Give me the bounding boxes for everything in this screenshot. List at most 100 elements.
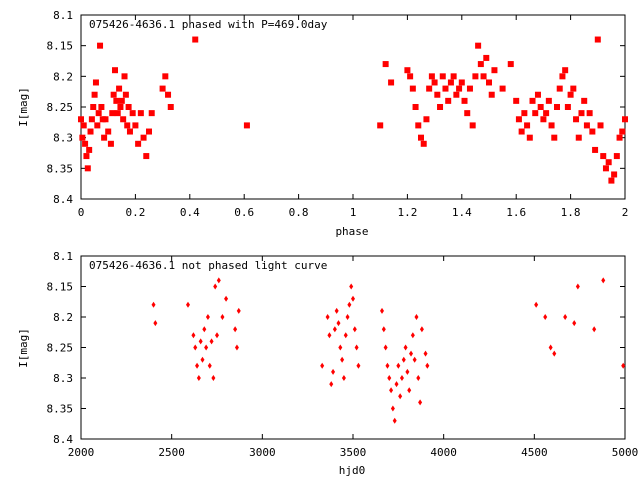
phased-data-point xyxy=(439,73,446,80)
phased-data-point xyxy=(94,122,101,129)
phased-data-point xyxy=(475,42,482,49)
phased-data-point xyxy=(600,153,607,160)
phased-data-point xyxy=(426,85,433,92)
unphased-data-point xyxy=(399,375,404,381)
phased-y-tick-label: 8.35 xyxy=(47,162,74,175)
phased-data-point xyxy=(602,165,609,172)
phased-data-point xyxy=(120,116,127,123)
unphased-data-point xyxy=(381,326,386,333)
unphased-data-point xyxy=(151,301,156,308)
phased-data-point xyxy=(499,85,506,92)
phased-data-point xyxy=(423,116,430,123)
unphased-data-point xyxy=(233,326,238,333)
unphased-data-point xyxy=(195,362,200,369)
unphased-data-point xyxy=(325,314,330,320)
phased-data-point xyxy=(453,91,460,98)
phased-data-point xyxy=(573,116,580,123)
phased-data-point xyxy=(434,91,441,98)
phased-y-tick-label: 8.2 xyxy=(53,70,73,83)
phased-data-point xyxy=(113,97,120,104)
unphased-data-point xyxy=(200,356,205,363)
unphased-y-tick-label: 8.15 xyxy=(47,281,74,294)
phased-data-point xyxy=(382,61,389,68)
unphased-data-point xyxy=(338,344,343,351)
unphased-x-tick-label: 3500 xyxy=(340,446,367,459)
phased-data-point xyxy=(518,128,525,135)
phased-x-tick-label: 1.8 xyxy=(561,206,581,219)
phased-data-point xyxy=(559,73,566,80)
phased-y-tick-label: 8.25 xyxy=(47,101,74,114)
phased-y-tick-label: 8.15 xyxy=(47,40,74,53)
phased-data-point xyxy=(575,134,582,141)
phased-data-point xyxy=(578,110,585,117)
unphased-data-point xyxy=(548,344,553,351)
unphased-y-axis-label: I[mag] xyxy=(17,328,30,368)
unphased-data-point xyxy=(193,344,198,351)
unphased-data-point xyxy=(209,338,214,345)
phased-data-point xyxy=(548,122,555,129)
phased-data-point xyxy=(524,122,531,129)
unphased-data-point xyxy=(341,375,346,381)
unphased-data-point xyxy=(343,332,348,339)
phased-data-point xyxy=(567,91,574,98)
unphased-data-point xyxy=(572,320,577,327)
phased-data-point xyxy=(146,128,152,135)
unphased-data-point xyxy=(207,362,212,369)
unphased-data-point xyxy=(601,277,606,284)
phased-data-point xyxy=(97,42,104,49)
phased-data-point xyxy=(167,104,174,110)
unphased-data-point xyxy=(418,399,423,406)
phased-data-point xyxy=(472,73,479,80)
phased-data-point xyxy=(80,122,87,129)
unphased-data-point xyxy=(347,301,352,308)
phased-data-point xyxy=(117,104,124,110)
unphased-data-point xyxy=(331,368,336,375)
unphased-y-tick-label: 8.3 xyxy=(53,372,73,385)
phased-data-point xyxy=(619,128,626,135)
unphased-data-point xyxy=(213,283,218,290)
phased-data-point xyxy=(486,79,492,86)
phased-data-point xyxy=(118,97,125,104)
phased-data-point xyxy=(162,73,169,80)
phased-data-point xyxy=(592,146,599,153)
phased-data-point xyxy=(564,104,571,110)
unphased-data-point xyxy=(416,375,421,381)
unphased-data-point xyxy=(389,387,394,394)
phased-data-point xyxy=(412,104,419,110)
phased-data-point xyxy=(562,67,569,74)
phased-y-tick-label: 8.1 xyxy=(53,9,73,22)
unphased-data-point xyxy=(202,326,207,333)
unphased-data-point xyxy=(394,381,399,388)
phased-data-point xyxy=(551,134,558,141)
unphased-data-point xyxy=(327,332,332,339)
phased-data-point xyxy=(507,61,514,68)
unphased-data-point xyxy=(592,326,597,333)
phased-data-point xyxy=(122,91,129,98)
phased-x-tick-label: 1.6 xyxy=(506,206,526,219)
phased-x-tick-label: 0.4 xyxy=(180,206,200,219)
phased-data-point xyxy=(90,104,97,110)
unphased-data-point xyxy=(351,295,355,302)
unphased-data-point xyxy=(392,417,397,424)
phased-data-point xyxy=(521,110,528,117)
phased-data-point xyxy=(109,110,116,117)
unphased-data-point xyxy=(204,344,209,351)
unphased-y-tick-label: 8.4 xyxy=(53,433,73,446)
phased-data-point xyxy=(143,153,150,160)
phased-x-tick-label: 0.2 xyxy=(125,206,145,219)
phased-data-point xyxy=(491,67,498,74)
phased-data-point xyxy=(409,85,416,92)
phased-data-point xyxy=(192,36,199,43)
unphased-data-point xyxy=(423,350,428,357)
phased-data-point xyxy=(126,128,133,135)
phased-data-point xyxy=(570,85,577,92)
unphased-data-point xyxy=(345,314,350,320)
unphased-x-tick-label: 2000 xyxy=(68,446,95,459)
unphased-data-point xyxy=(354,344,359,351)
phased-data-point xyxy=(461,97,468,104)
phased-x-tick-label: 0.6 xyxy=(234,206,254,219)
phased-chart-title: 075426-4636.1 phased with P=469.0day xyxy=(89,18,328,31)
unphased-data-point xyxy=(211,375,216,381)
unphased-data-point xyxy=(216,277,221,284)
unphased-data-point xyxy=(403,344,408,351)
